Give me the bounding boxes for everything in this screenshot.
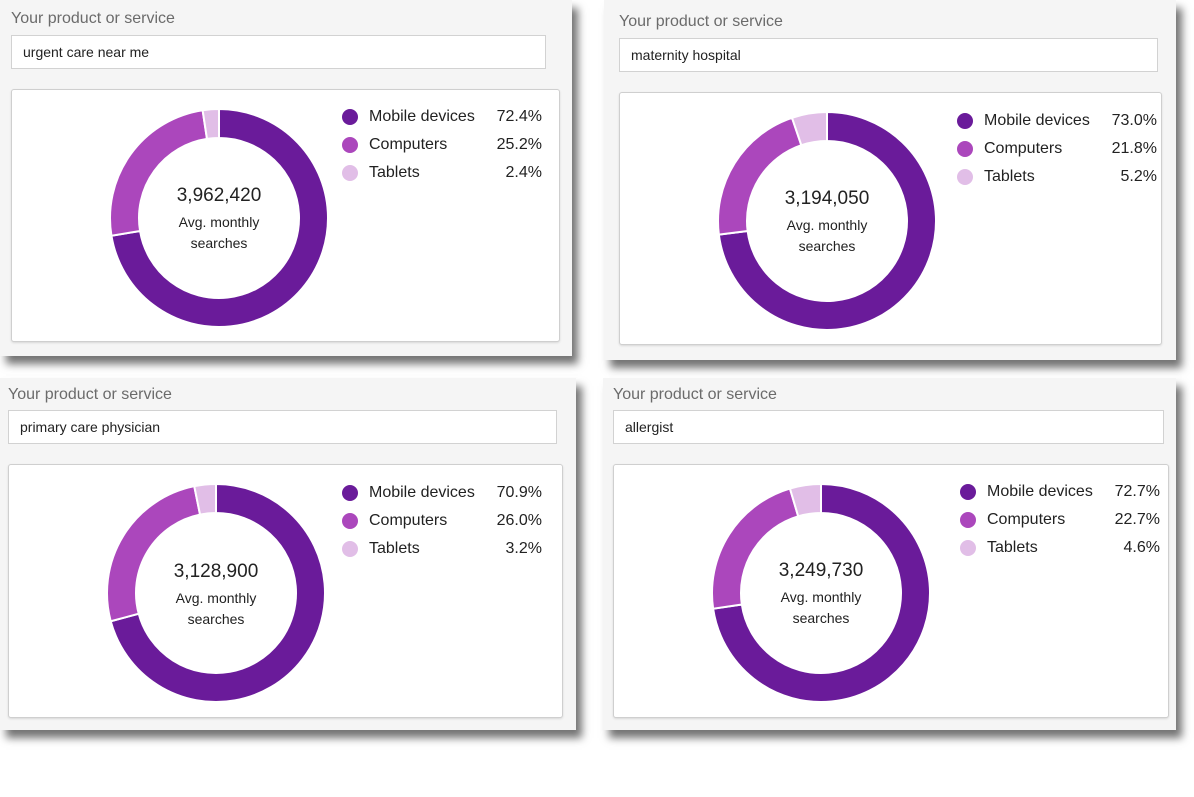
legend-name: Mobile devices <box>369 484 475 501</box>
panel-urgent-care: Your product or service urgent care near… <box>0 0 572 356</box>
legend-value: 21.8% <box>1111 140 1157 157</box>
caption-line-2: searches <box>187 611 245 627</box>
tablets-swatch <box>342 165 358 181</box>
tablets-swatch <box>342 541 358 557</box>
legend-item-tablets: Tablets 3.2% <box>342 538 542 560</box>
legend-name: Computers <box>984 140 1063 157</box>
slice-tablets <box>788 482 822 518</box>
device-breakdown-card: 3,128,900 Avg. monthly searches Mobile d… <box>8 464 563 718</box>
legend-item-mobile: Mobile devices 72.4% <box>342 106 542 128</box>
panel-maternity-hospital: Your product or service maternity hospit… <box>604 0 1176 360</box>
slice-tablets <box>193 482 217 516</box>
product-input[interactable]: allergist <box>613 410 1164 444</box>
product-label: Your product or service <box>11 10 175 27</box>
donut-chart <box>711 482 931 703</box>
legend-item-computers: Computers 21.8% <box>957 138 1157 160</box>
product-input[interactable]: maternity hospital <box>619 38 1158 72</box>
legend-value: 2.4% <box>505 164 542 181</box>
mobile-swatch <box>960 484 976 500</box>
caption-line-2: searches <box>798 238 856 254</box>
product-label: Your product or service <box>613 386 777 403</box>
legend-value: 4.6% <box>1123 539 1160 556</box>
caption-line-1: Avg. monthly <box>178 214 260 230</box>
caption-line-1: Avg. monthly <box>786 217 868 233</box>
legend-name: Tablets <box>987 539 1038 556</box>
legend-item-mobile: Mobile devices 73.0% <box>957 110 1157 132</box>
legend-value: 25.2% <box>496 136 542 153</box>
legend-name: Computers <box>987 511 1066 528</box>
total-searches: 3,194,050 <box>784 188 870 209</box>
legend-value: 73.0% <box>1111 112 1157 129</box>
caption-line-1: Avg. monthly <box>175 590 257 606</box>
legend-value: 72.4% <box>496 108 542 125</box>
slice-tablets <box>790 110 828 147</box>
device-breakdown-card: 3,249,730 Avg. monthly searches Mobile d… <box>613 464 1169 718</box>
device-breakdown-card: 3,194,050 Avg. monthly searches Mobile d… <box>619 92 1162 345</box>
legend-name: Mobile devices <box>369 108 475 125</box>
legend-value: 70.9% <box>496 484 542 501</box>
mobile-swatch <box>342 485 358 501</box>
tablets-swatch <box>960 540 976 556</box>
total-searches: 3,249,730 <box>778 560 864 581</box>
computers-swatch <box>960 512 976 528</box>
legend-name: Tablets <box>369 540 420 557</box>
legend-item-tablets: Tablets 5.2% <box>957 166 1157 188</box>
computers-swatch <box>342 137 358 153</box>
legend-name: Mobile devices <box>984 112 1090 129</box>
legend-value: 26.0% <box>496 512 542 529</box>
legend-value: 3.2% <box>505 540 542 557</box>
caption-line-2: searches <box>190 235 248 251</box>
total-searches: 3,128,900 <box>173 561 259 582</box>
computers-swatch <box>957 141 973 157</box>
legend-item-tablets: Tablets 2.4% <box>342 162 542 184</box>
legend-item-computers: Computers 22.7% <box>960 509 1160 531</box>
legend-item-mobile: Mobile devices 70.9% <box>342 482 542 504</box>
panel-allergist: Your product or service allergist 3,249,… <box>603 378 1176 730</box>
caption-line-2: searches <box>792 610 850 626</box>
slice-mobile-devices <box>110 107 329 328</box>
mobile-swatch <box>342 109 358 125</box>
legend-name: Computers <box>369 512 448 529</box>
computers-swatch <box>342 513 358 529</box>
legend-name: Computers <box>369 136 448 153</box>
caption-line-1: Avg. monthly <box>780 589 862 605</box>
product-label: Your product or service <box>8 386 172 403</box>
product-label: Your product or service <box>619 13 783 30</box>
tablets-swatch <box>957 169 973 185</box>
mobile-swatch <box>957 113 973 129</box>
legend-item-mobile: Mobile devices 72.7% <box>960 481 1160 503</box>
donut-chart <box>106 482 326 703</box>
legend-item-computers: Computers 25.2% <box>342 134 542 156</box>
slice-mobile-devices <box>717 110 937 331</box>
total-searches: 3,962,420 <box>176 185 262 206</box>
product-input[interactable]: primary care physician <box>8 410 557 444</box>
legend-item-computers: Computers 26.0% <box>342 510 542 532</box>
slice-mobile-devices <box>109 482 326 703</box>
product-input[interactable]: urgent care near me <box>11 35 546 69</box>
slice-tablets <box>201 107 220 141</box>
legend-value: 72.7% <box>1114 483 1160 500</box>
legend-value: 22.7% <box>1114 511 1160 528</box>
donut-chart <box>717 110 937 331</box>
legend-value: 5.2% <box>1120 168 1157 185</box>
legend-name: Tablets <box>984 168 1035 185</box>
panel-primary-care-physician: Your product or service primary care phy… <box>0 378 576 730</box>
slice-mobile-devices <box>712 482 931 703</box>
legend-item-tablets: Tablets 4.6% <box>960 537 1160 559</box>
legend-name: Mobile devices <box>987 483 1093 500</box>
donut-chart <box>109 107 329 328</box>
device-breakdown-card: 3,962,420 Avg. monthly searches Mobile d… <box>11 89 560 342</box>
legend-name: Tablets <box>369 164 420 181</box>
